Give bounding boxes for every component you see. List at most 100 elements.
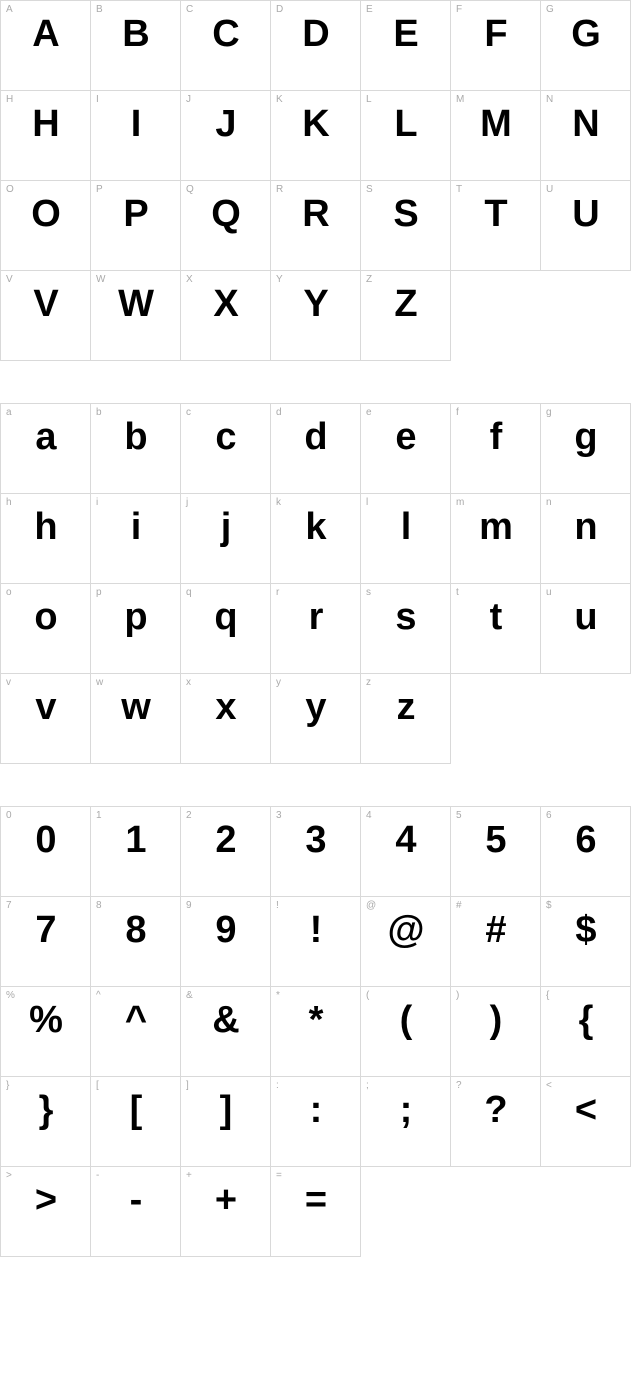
glyph-char: D [271, 15, 360, 53]
glyph-label: 9 [186, 900, 192, 911]
glyph-cell: ZZ [361, 271, 451, 361]
glyph-cell: DD [271, 1, 361, 91]
glyph-label: m [456, 497, 464, 508]
glyph-cell: VV [1, 271, 91, 361]
glyph-cell: TT [451, 181, 541, 271]
glyph-char: o [1, 598, 90, 636]
glyph-cell: QQ [181, 181, 271, 271]
glyph-label: L [366, 94, 372, 105]
glyph-char: ; [361, 1091, 450, 1129]
glyph-label: % [6, 990, 15, 1001]
glyph-cell: LL [361, 91, 451, 181]
glyph-label: l [366, 497, 368, 508]
glyph-char: ^ [91, 1001, 180, 1039]
glyph-cell: ** [271, 987, 361, 1077]
glyph-char: + [181, 1181, 270, 1219]
glyph-char: a [1, 418, 90, 456]
glyph-label: 0 [6, 810, 12, 821]
glyph-cell: YY [271, 271, 361, 361]
glyph-char: p [91, 598, 180, 636]
glyph-cell: rr [271, 584, 361, 674]
glyph-cell: xx [181, 674, 271, 764]
glyph-cell: mm [451, 494, 541, 584]
glyph-label: } [6, 1080, 9, 1091]
glyph-cell: 00 [1, 807, 91, 897]
glyph-char: @ [361, 911, 450, 949]
glyph-char: C [181, 15, 270, 53]
glyph-char: 4 [361, 821, 450, 859]
glyph-cell: FF [451, 1, 541, 91]
glyph-char: x [181, 688, 270, 726]
glyph-char: 7 [1, 911, 90, 949]
glyph-cell: {{ [541, 987, 631, 1077]
glyph-char: X [181, 285, 270, 323]
glyph-label: e [366, 407, 372, 418]
glyph-label: $ [546, 900, 552, 911]
empty-cell [541, 1167, 631, 1257]
glyph-label: - [96, 1170, 99, 1181]
glyph-label: ; [366, 1080, 369, 1091]
glyph-cell: nn [541, 494, 631, 584]
glyph-label: F [456, 4, 462, 15]
glyph-cell: dd [271, 404, 361, 494]
glyph-char: P [91, 195, 180, 233]
glyph-label: X [186, 274, 193, 285]
glyph-label: * [276, 990, 280, 1001]
glyph-cell: ?? [451, 1077, 541, 1167]
glyph-char: b [91, 418, 180, 456]
glyph-cell: ]] [181, 1077, 271, 1167]
glyph-label: P [96, 184, 103, 195]
glyph-cell: tt [451, 584, 541, 674]
glyph-cell: II [91, 91, 181, 181]
glyph-char: { [541, 1001, 630, 1039]
glyph-label: > [6, 1170, 12, 1181]
glyph-cell: (( [361, 987, 451, 1077]
glyph-char: w [91, 688, 180, 726]
glyph-char: 5 [451, 821, 540, 859]
glyph-char: c [181, 418, 270, 456]
glyph-cell: :: [271, 1077, 361, 1167]
glyph-label: k [276, 497, 281, 508]
glyph-cell: pp [91, 584, 181, 674]
glyph-char: y [271, 688, 360, 726]
glyph-cell: XX [181, 271, 271, 361]
glyph-label: R [276, 184, 283, 195]
glyph-char: B [91, 15, 180, 53]
glyph-char: t [451, 598, 540, 636]
glyph-char: T [451, 195, 540, 233]
glyph-cell: vv [1, 674, 91, 764]
glyph-char: 8 [91, 911, 180, 949]
glyph-label: 5 [456, 810, 462, 821]
glyph-char: } [1, 1091, 90, 1129]
empty-cell [361, 1167, 451, 1257]
glyph-cell: jj [181, 494, 271, 584]
glyph-cell: ll [361, 494, 451, 584]
glyph-cell: }} [1, 1077, 91, 1167]
glyph-label: B [96, 4, 103, 15]
glyph-label: x [186, 677, 191, 688]
glyph-char: [ [91, 1091, 180, 1129]
glyph-label: n [546, 497, 552, 508]
glyph-label: H [6, 94, 13, 105]
glyph-label: + [186, 1170, 192, 1181]
glyph-label: 1 [96, 810, 102, 821]
glyph-label: : [276, 1080, 279, 1091]
empty-cell [451, 271, 541, 361]
glyph-char: E [361, 15, 450, 53]
glyph-label: J [186, 94, 191, 105]
glyph-cell: uu [541, 584, 631, 674]
glyph-cell: zz [361, 674, 451, 764]
glyph-label: ! [276, 900, 279, 911]
glyph-label: Q [186, 184, 194, 195]
glyph-cell: cc [181, 404, 271, 494]
glyph-char: ? [451, 1091, 540, 1129]
glyph-cell: WW [91, 271, 181, 361]
empty-cell [541, 674, 631, 764]
glyph-cell: ^^ [91, 987, 181, 1077]
glyph-char: R [271, 195, 360, 233]
glyph-cell: ss [361, 584, 451, 674]
glyph-cell: 88 [91, 897, 181, 987]
glyph-label: c [186, 407, 191, 418]
glyph-label: o [6, 587, 12, 598]
glyph-label: h [6, 497, 12, 508]
